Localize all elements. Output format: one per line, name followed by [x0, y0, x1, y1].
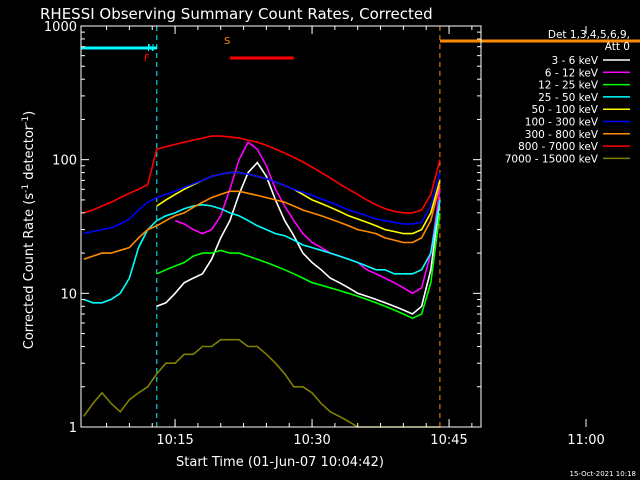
y-axis-label-end: )	[22, 111, 37, 116]
y-axis-label-main: Corrected Count Rate (s	[22, 193, 37, 350]
x-tick-label: 10:15	[156, 433, 193, 448]
x-tick-label: 11:00	[567, 433, 604, 448]
series-line-6-seg-0	[83, 184, 441, 260]
legend-label: 6 - 12 keV	[545, 67, 599, 79]
series-layer	[83, 135, 441, 428]
footer-date: 15-Oct-2021 10:18	[570, 470, 636, 478]
legend-label: 100 - 300 keV	[525, 117, 599, 129]
series-line-2-seg-0	[156, 212, 441, 320]
y-tick-label: 1	[69, 421, 77, 436]
series-line-3-seg-0	[83, 199, 441, 304]
legend-label: 300 - 800 keV	[525, 129, 599, 141]
series-line-1-seg-0	[174, 140, 441, 295]
legend-label: 3 - 6 keV	[551, 55, 598, 67]
legend-label: 12 - 25 keV	[538, 80, 599, 92]
series-line-8-seg-0	[83, 338, 440, 428]
series-line-0-seg-0	[156, 161, 441, 315]
y-axis-label-exp1: -1	[21, 184, 31, 193]
annotation-s: S	[224, 36, 230, 47]
annotation-n: N	[147, 43, 154, 54]
chart-title: RHESSI Observing Summary Count Rates, Co…	[40, 5, 433, 23]
legend-header: Att 0	[605, 41, 630, 53]
legend-label: 7000 - 15000 keV	[505, 153, 599, 165]
y-axis-label-mid: detector	[22, 124, 37, 184]
y-tick-label: 1000	[44, 20, 77, 35]
series-line-5-seg-0	[83, 171, 441, 235]
legend-label: 50 - 100 keV	[531, 104, 598, 116]
legend-label: 800 - 7000 keV	[518, 141, 599, 153]
x-tick-label: 10:30	[293, 433, 330, 448]
legend-label: 25 - 50 keV	[538, 92, 599, 104]
x-tick-label: 10:45	[430, 433, 467, 448]
annotation-f: F	[144, 53, 150, 64]
y-tick-label: 100	[52, 154, 77, 169]
y-axis-label-exp2: -1	[21, 116, 31, 125]
series-line-7-seg-0	[83, 135, 441, 214]
plot-frame	[80, 25, 482, 428]
y-axis-label: Corrected Count Rate (s-1 detector-1)	[21, 111, 37, 349]
y-tick-label: 10	[60, 287, 77, 302]
legend-header: Det 1,3,4,5,6,9,	[548, 29, 630, 41]
x-axis-label: Start Time (01-Jun-07 10:04:42)	[176, 455, 384, 470]
flag-bars: NF S	[81, 36, 640, 64]
